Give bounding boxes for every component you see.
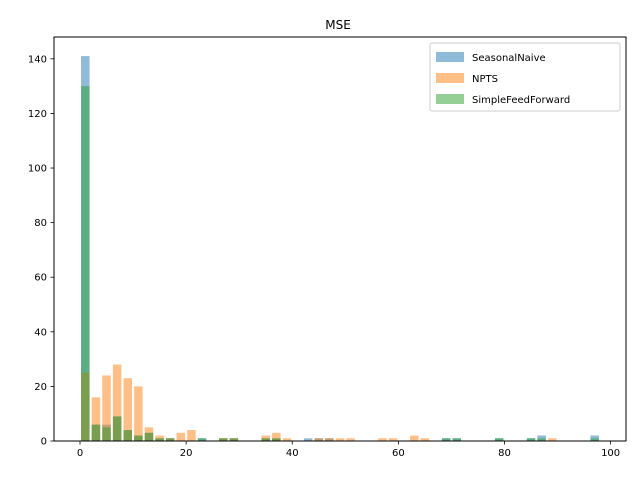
bar <box>134 435 143 441</box>
bar <box>176 432 186 441</box>
x-tick-label: 0 <box>77 448 83 459</box>
bar <box>165 438 175 441</box>
series-SimpleFeedForward <box>81 86 599 441</box>
bar <box>420 438 430 441</box>
bar <box>261 438 270 441</box>
bar <box>314 438 324 441</box>
bars-group <box>81 56 599 442</box>
y-tick-label: 40 <box>34 327 47 338</box>
bar <box>144 432 154 441</box>
bar <box>325 438 334 441</box>
bar <box>81 86 90 441</box>
bar <box>537 438 546 441</box>
legend-swatch <box>436 94 464 104</box>
legend-label: SeasonalNaive <box>472 53 546 64</box>
legend: SeasonalNaive NPTS SimpleFeedForward <box>429 42 621 112</box>
x-tick-label: 60 <box>392 448 405 459</box>
x-axis: 0 20 40 60 80 100 <box>77 441 620 459</box>
bar <box>410 435 419 441</box>
bar <box>155 438 164 441</box>
legend-swatch <box>436 73 464 83</box>
bar <box>452 438 461 441</box>
legend-box <box>429 42 621 112</box>
legend-label: SimpleFeedForward <box>472 95 570 106</box>
x-tick-label: 40 <box>286 448 299 459</box>
bar <box>197 438 207 441</box>
legend-label: NPTS <box>472 74 498 85</box>
bar <box>272 432 281 441</box>
bar <box>91 397 101 441</box>
x-tick-label: 80 <box>498 448 511 459</box>
bar <box>282 438 292 441</box>
bar <box>388 438 398 441</box>
bar <box>112 416 122 441</box>
bar <box>526 438 536 441</box>
y-tick-label: 120 <box>28 109 47 120</box>
bar <box>441 438 451 441</box>
y-tick-label: 20 <box>34 382 47 393</box>
bar <box>303 438 313 441</box>
bar <box>229 438 239 441</box>
bar <box>335 438 345 441</box>
bar <box>494 438 504 441</box>
bar <box>272 438 281 441</box>
bar <box>378 438 387 441</box>
bar <box>123 430 132 441</box>
bar <box>91 424 101 441</box>
bar <box>102 427 111 441</box>
y-tick-label: 0 <box>41 437 47 448</box>
y-axis: 0 20 40 60 80 100 120 140 <box>28 54 54 448</box>
bar <box>123 378 132 441</box>
y-tick-label: 140 <box>28 54 47 65</box>
bar <box>102 375 111 441</box>
bar <box>548 438 557 441</box>
x-tick-label: 20 <box>180 448 193 459</box>
legend-swatch <box>436 52 464 62</box>
y-tick-label: 80 <box>34 218 47 229</box>
chart-title: MSE <box>325 18 351 32</box>
bar <box>112 364 122 441</box>
bar <box>134 386 143 441</box>
bar <box>346 438 355 441</box>
bar <box>590 438 599 441</box>
bar <box>187 430 196 441</box>
bar <box>219 438 228 441</box>
y-tick-label: 100 <box>28 164 47 175</box>
y-tick-label: 60 <box>34 273 47 284</box>
plot-frame <box>53 36 627 442</box>
x-tick-label: 100 <box>601 448 620 459</box>
